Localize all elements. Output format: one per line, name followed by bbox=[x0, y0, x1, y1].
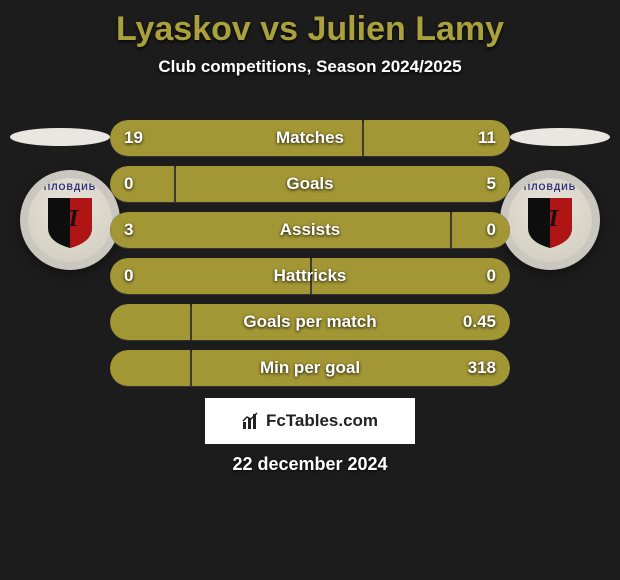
stat-label: Min per goal bbox=[110, 350, 510, 386]
stat-value-right: 0 bbox=[487, 212, 496, 248]
stat-value-right: 5 bbox=[487, 166, 496, 202]
stat-value-left: 19 bbox=[124, 120, 143, 156]
stats-panel: Matches1911Goals05Assists30Hattricks00Go… bbox=[110, 120, 510, 396]
stat-value-left: 0 bbox=[124, 258, 133, 294]
stat-row: Hattricks0 0 bbox=[110, 258, 510, 294]
stat-value-right: 318 bbox=[468, 350, 496, 386]
stat-label: Assists bbox=[110, 212, 510, 248]
chart-icon bbox=[242, 412, 260, 430]
club-badge-right-shield: Л bbox=[528, 198, 572, 248]
club-badge-left-letter: Л bbox=[62, 206, 78, 233]
stat-row: Goals per match0.45 bbox=[110, 304, 510, 340]
page-title: Lyaskov vs Julien Lamy bbox=[0, 0, 620, 49]
stat-label: Goals per match bbox=[110, 304, 510, 340]
club-badge-left-shield: Л bbox=[48, 198, 92, 248]
footer-brand-badge: FcTables.com bbox=[205, 398, 415, 444]
stat-row: Assists3 0 bbox=[110, 212, 510, 248]
club-badge-right-arc-text: ПЛОВДИВ bbox=[524, 182, 577, 192]
player-left-spot bbox=[10, 128, 110, 146]
stat-label: Hattricks bbox=[110, 258, 510, 294]
stat-row: Goals0 5 bbox=[110, 166, 510, 202]
club-badge-left-arc-text: ПЛОВДИВ bbox=[44, 182, 97, 192]
stat-value-left: 0 bbox=[124, 166, 133, 202]
stat-value-right: 11 bbox=[478, 120, 496, 156]
footer-brand-text: FcTables.com bbox=[266, 411, 378, 431]
page-subtitle: Club competitions, Season 2024/2025 bbox=[0, 57, 620, 77]
player-right-spot bbox=[510, 128, 610, 146]
stat-label: Goals bbox=[110, 166, 510, 202]
stat-value-right: 0.45 bbox=[463, 304, 496, 340]
stat-row: Min per goal318 bbox=[110, 350, 510, 386]
comparison-card: Lyaskov vs Julien Lamy Club competitions… bbox=[0, 0, 620, 580]
stat-value-left: 3 bbox=[124, 212, 133, 248]
club-badge-right-inner: ПЛОВДИВ Л bbox=[508, 178, 592, 262]
club-badge-left: ПЛОВДИВ Л bbox=[20, 170, 120, 270]
stat-value-right: 0 bbox=[487, 258, 496, 294]
stat-row: Matches19 11 bbox=[110, 120, 510, 156]
footer-date: 22 december 2024 bbox=[0, 454, 620, 475]
club-badge-left-inner: ПЛОВДИВ Л bbox=[28, 178, 112, 262]
club-badge-right: ПЛОВДИВ Л bbox=[500, 170, 600, 270]
stat-label: Matches bbox=[110, 120, 510, 156]
club-badge-right-letter: Л bbox=[542, 206, 558, 233]
